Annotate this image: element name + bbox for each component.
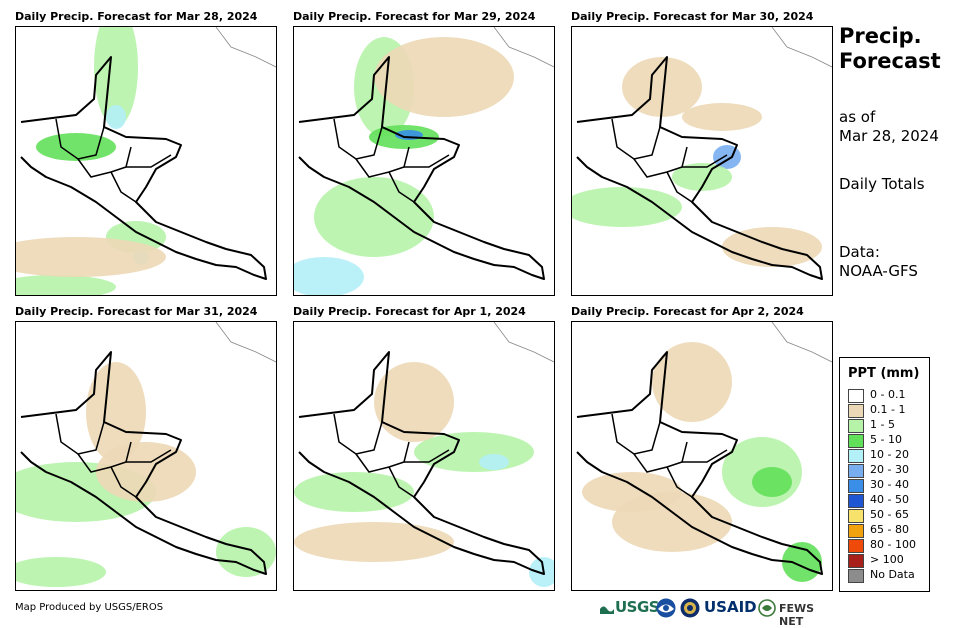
panel-title: Daily Precip. Forecast for Apr 1, 2024 — [293, 305, 526, 318]
map-credit: Map Produced by USGS/EROS — [15, 602, 164, 613]
noaa-logo-icon — [656, 598, 676, 618]
precip-map-canvas — [572, 27, 832, 280]
legend-label: 50 - 65 — [870, 508, 909, 521]
legend-label: 0 - 0.1 — [870, 388, 906, 401]
panel-title: Daily Precip. Forecast for Mar 30, 2024 — [571, 10, 814, 23]
legend-swatch — [848, 569, 864, 583]
panel-title: Daily Precip. Forecast for Mar 29, 2024 — [293, 10, 536, 23]
precip-map — [293, 26, 555, 296]
precip-map-canvas — [16, 27, 276, 295]
legend-swatch — [848, 464, 864, 478]
usgs-wave-icon — [600, 606, 614, 614]
fews-net-logo: FEWS NET — [779, 602, 815, 628]
legend-swatch — [848, 539, 864, 553]
precip-legend: PPT (mm) 0 - 0.1 0.1 - 1 1 - 5 5 - 10 10… — [839, 357, 930, 592]
precip-map-canvas — [576, 322, 832, 582]
legend-swatch — [848, 404, 864, 418]
legend-label: 1 - 5 — [870, 418, 895, 431]
legend-swatch — [848, 419, 864, 433]
legend-label: 80 - 100 — [870, 538, 916, 551]
totals-label: Daily Totals — [839, 175, 925, 193]
precip-map-canvas — [294, 322, 554, 587]
precip-map — [293, 321, 555, 591]
precip-map — [571, 321, 833, 591]
precip-map-canvas — [16, 322, 276, 587]
legend-label: 30 - 40 — [870, 478, 909, 491]
legend-swatch — [848, 389, 864, 403]
legend-swatch — [848, 524, 864, 538]
legend-swatch — [848, 554, 864, 568]
usgs-logo: USGS — [615, 598, 660, 616]
data-source: NOAA-GFS — [839, 262, 918, 280]
legend-swatch — [848, 434, 864, 448]
precip-map — [571, 26, 833, 296]
legend-swatch — [848, 479, 864, 493]
legend-label: 5 - 10 — [870, 433, 902, 446]
as-of-date: Mar 28, 2024 — [839, 127, 939, 145]
legend-label: No Data — [870, 568, 915, 581]
fews-net-globe-icon — [758, 599, 776, 617]
data-label: Data: — [839, 243, 880, 261]
legend-title: PPT (mm) — [848, 366, 920, 381]
legend-label: 0.1 - 1 — [870, 403, 906, 416]
panel-title: Daily Precip. Forecast for Mar 31, 2024 — [15, 305, 258, 318]
legend-label: 10 - 20 — [870, 448, 909, 461]
legend-label: 40 - 50 — [870, 493, 909, 506]
legend-label: > 100 — [870, 553, 904, 566]
legend-label: 20 - 30 — [870, 463, 909, 476]
commerce-seal-icon — [680, 598, 700, 618]
panel-title: Daily Precip. Forecast for Apr 2, 2024 — [571, 305, 804, 318]
as-of-label: as of — [839, 108, 876, 126]
precip-map — [15, 321, 277, 591]
usaid-logo: USAID — [704, 598, 757, 616]
legend-swatch — [848, 494, 864, 508]
panel-title: Daily Precip. Forecast for Mar 28, 2024 — [15, 10, 258, 23]
precip-map-canvas — [294, 27, 554, 295]
legend-label: 65 - 80 — [870, 523, 909, 536]
forecast-heading: Precip. Forecast — [839, 24, 941, 73]
legend-swatch — [848, 509, 864, 523]
legend-swatch — [848, 449, 864, 463]
precip-map — [15, 26, 277, 296]
